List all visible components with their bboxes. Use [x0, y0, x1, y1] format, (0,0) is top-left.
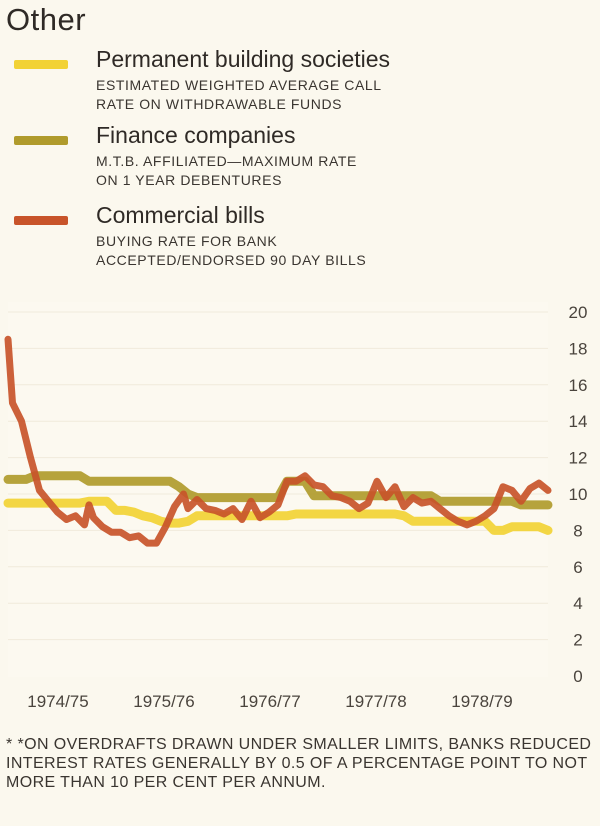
x-period-label: 1974/75 [27, 692, 88, 711]
legend-name: Commercial bills [96, 202, 265, 228]
y-axis-ticks: 0 2 4 6 8 10 12 14 16 18 20 [569, 303, 588, 686]
legend-swatch-finance-companies [14, 136, 68, 145]
y-tick-label: 14 [569, 412, 588, 431]
y-tick-label: 4 [573, 594, 582, 613]
y-tick-label: 20 [569, 303, 588, 322]
x-period-label: 1977/78 [345, 692, 406, 711]
y-tick-label: 2 [573, 631, 582, 650]
series-lines [3, 335, 553, 547]
x-period-label: 1975/76 [133, 692, 194, 711]
legend-name: Permanent building societies [96, 46, 391, 72]
legend-description: BUYING RATE FOR BANK ACCEPTED/ENDORSED 9… [96, 233, 367, 268]
y-tick-label: 10 [569, 485, 588, 504]
series-line-commercial-bills [4, 335, 552, 547]
gridlines [8, 311, 548, 641]
y-tick-label: 6 [573, 558, 582, 577]
footnote: * *ON OVERDRAFTS DRAWN UNDER SMALLER LIM… [6, 736, 592, 791]
legend-swatch-building-societies [14, 60, 68, 69]
legend-swatch-commercial-bills [14, 216, 68, 225]
y-tick-label: 12 [569, 449, 588, 468]
legend-name: Finance companies [96, 122, 296, 148]
y-tick-label: 16 [569, 376, 588, 395]
x-axis-labels: 1974/75 1975/76 1976/77 1977/78 1978/79 [27, 692, 512, 711]
y-tick-label: 0 [573, 667, 582, 686]
x-period-label: 1978/79 [451, 692, 512, 711]
chart-title: Other [6, 2, 87, 37]
x-period-label: 1976/77 [239, 692, 300, 711]
legend-description: M.T.B. AFFILIATED—MAXIMUM RATE ON 1 YEAR… [96, 153, 357, 188]
y-tick-label: 8 [573, 521, 582, 540]
y-tick-label: 18 [569, 339, 588, 358]
legend-description: ESTIMATED WEIGHTED AVERAGE CALL RATE ON … [96, 77, 382, 112]
